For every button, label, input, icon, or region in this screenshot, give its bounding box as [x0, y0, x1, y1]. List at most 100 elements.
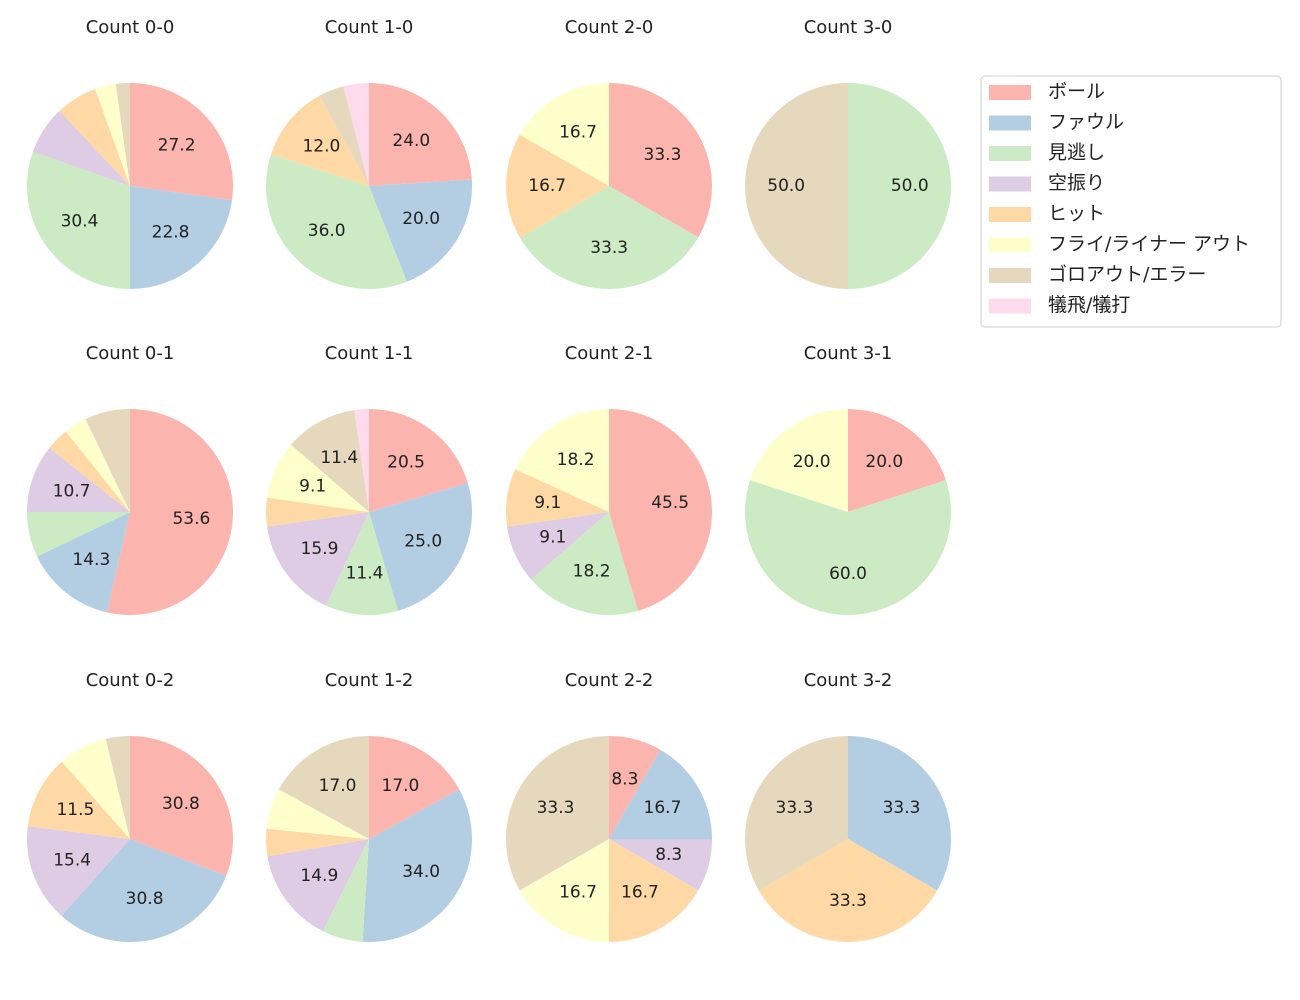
chart-title: Count 3-2: [804, 670, 893, 691]
pie-slice: [354, 409, 369, 512]
pie-slice: [85, 409, 130, 512]
slice-label: 33.3: [590, 238, 628, 258]
pie-slice: [290, 410, 369, 512]
slice-label: 9.1: [299, 477, 326, 497]
pie-slice: [115, 83, 130, 186]
legend-swatch: [989, 298, 1031, 314]
pie-slice: [507, 512, 609, 580]
chart-title: Count 3-0: [804, 17, 893, 38]
pie-slice: [369, 179, 472, 282]
pie-slice: [37, 512, 131, 613]
pie-slice: [515, 409, 609, 512]
pie-slice: [266, 154, 407, 290]
chart-title: Count 1-1: [325, 343, 414, 364]
slice-label: 10.7: [53, 482, 91, 502]
pie-slice: [369, 409, 468, 512]
legend-swatch: [989, 146, 1031, 161]
pie-slice: [609, 409, 712, 611]
slice-label: 30.8: [162, 794, 200, 814]
pie-slice: [61, 738, 131, 839]
slice-label: 24.0: [392, 131, 430, 151]
slice-label: 12.0: [302, 137, 340, 157]
slice-label: 33.3: [537, 798, 575, 818]
pie-slice: [267, 512, 369, 606]
pie-slice: [506, 736, 609, 891]
pie-slice: [848, 736, 951, 891]
pie-slice: [520, 186, 699, 289]
pie-slice: [49, 431, 131, 512]
chart-title: Count 2-1: [565, 343, 654, 364]
pie-slice: [609, 83, 712, 238]
legend-swatch: [989, 237, 1031, 253]
pie-slice: [95, 83, 130, 186]
slice-label: 15.4: [53, 851, 91, 871]
pie-slice: [369, 483, 473, 611]
pie-slice: [519, 839, 609, 943]
slice-label: 9.1: [539, 528, 566, 548]
pie-slice: [130, 186, 233, 289]
slice-label: 18.2: [557, 450, 595, 470]
slice-label: 36.0: [308, 221, 346, 241]
slice-label: 30.4: [61, 212, 99, 232]
pie-slice: [27, 447, 130, 512]
slice-label: 33.3: [829, 891, 867, 911]
slice-label: 15.9: [301, 539, 339, 559]
slice-label: 14.3: [72, 550, 110, 570]
slice-label: 45.5: [651, 493, 689, 513]
slice-label: 17.0: [382, 776, 420, 796]
slice-label: 16.7: [559, 882, 597, 902]
slice-label: 30.8: [126, 889, 164, 909]
pie-slice: [848, 83, 951, 289]
slice-label: 20.0: [865, 452, 903, 472]
legend-label: フライ/ライナー アウト: [1048, 233, 1250, 255]
chart-title: Count 0-2: [86, 670, 175, 691]
pie-slice: [26, 151, 131, 289]
chart-title: Count 1-0: [325, 17, 414, 38]
chart-title: Count 3-1: [804, 343, 893, 364]
legend-swatch: [989, 207, 1031, 222]
pie-slice: [343, 83, 369, 186]
legend-label: ファウル: [1048, 111, 1124, 133]
pie-slice: [266, 828, 369, 857]
slice-label: 50.0: [767, 176, 805, 196]
pie-slice: [506, 469, 609, 527]
pie-slice: [362, 789, 472, 942]
legend-box: [980, 75, 1282, 328]
pie-slice: [745, 83, 848, 289]
chart-title: Count 0-0: [86, 17, 175, 38]
slice-label: 27.2: [158, 135, 196, 155]
pie-slice: [848, 409, 946, 512]
pie-slice: [266, 789, 369, 839]
legend-label: 空振り: [1048, 172, 1105, 194]
pie-slice: [519, 83, 609, 186]
legend-swatch: [989, 176, 1031, 192]
slice-label: 14.9: [300, 866, 338, 886]
slice-label: 8.3: [611, 769, 638, 789]
pie-slice: [105, 736, 130, 839]
slice-label: 20.5: [387, 453, 425, 473]
slice-label: 11.5: [56, 800, 94, 820]
pie-slice: [322, 839, 369, 942]
pie-slice: [319, 86, 369, 186]
pie-slice: [27, 512, 130, 557]
slice-label: 25.0: [404, 532, 442, 552]
pie-slice: [266, 497, 369, 527]
pie-slice: [506, 134, 609, 238]
pie-slice: [326, 512, 399, 615]
legend-label: ゴロアウト/エラー: [1048, 264, 1206, 286]
slice-label: 60.0: [829, 564, 867, 584]
pie-slice: [278, 736, 369, 839]
legend-swatch: [989, 268, 1031, 283]
pie-slice: [750, 409, 848, 512]
slice-label: 34.0: [402, 862, 440, 882]
slice-label: 17.0: [319, 776, 357, 796]
slice-label: 9.1: [534, 493, 561, 513]
legend-label: ヒット: [1048, 203, 1105, 225]
slice-label: 50.0: [891, 176, 929, 196]
slice-label: 33.3: [776, 798, 814, 818]
chart-title: Count 0-1: [86, 343, 175, 364]
slice-label: 20.0: [793, 452, 831, 472]
legend-label: 犠飛/犠打: [1048, 294, 1130, 316]
slice-label: 16.7: [559, 123, 597, 143]
pie-slice: [27, 761, 130, 839]
